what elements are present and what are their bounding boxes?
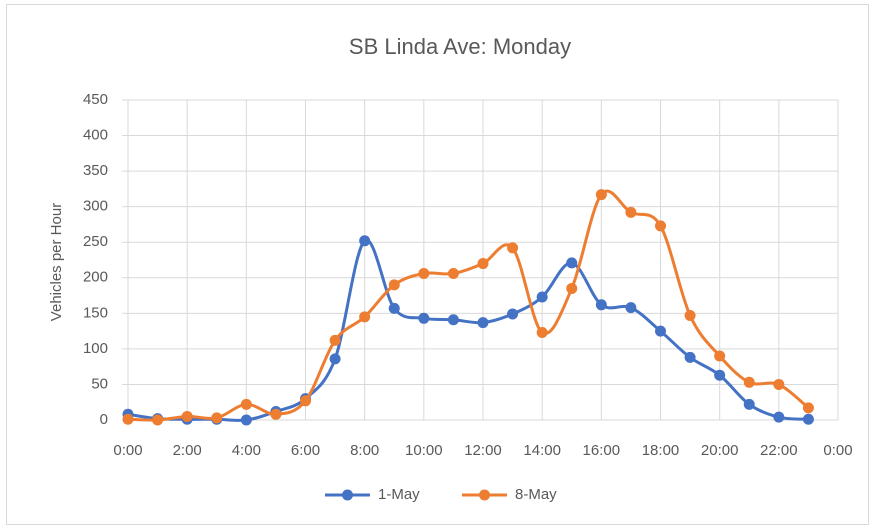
data-point <box>388 279 400 291</box>
y-tick-label: 400 <box>83 127 108 144</box>
data-point <box>152 414 164 426</box>
x-tick-label: 6:00 <box>291 442 320 459</box>
data-point <box>743 398 755 410</box>
data-point <box>181 410 193 422</box>
data-point <box>447 314 459 326</box>
y-tick-label: 150 <box>83 304 108 321</box>
data-point <box>655 325 666 337</box>
x-tick-label: 8:00 <box>350 442 379 459</box>
data-point <box>329 353 341 365</box>
y-tick-label: 50 <box>91 375 108 392</box>
data-point <box>743 376 755 388</box>
x-tick-label: 4:00 <box>232 442 261 459</box>
data-point <box>418 268 430 280</box>
legend-marker <box>342 489 353 501</box>
data-point <box>684 351 696 363</box>
y-axis-title: Vehicles per Hour <box>48 203 65 321</box>
x-tick-label: 0:00 <box>113 442 142 459</box>
data-point <box>359 235 371 247</box>
data-point <box>240 398 252 410</box>
x-tick-label: 18:00 <box>642 442 680 459</box>
x-tick-label: 0:00 <box>823 442 852 459</box>
data-point <box>595 189 607 201</box>
data-point <box>566 257 578 269</box>
data-point <box>359 311 371 323</box>
data-point <box>211 412 223 424</box>
data-point <box>802 413 814 425</box>
y-tick-label: 250 <box>83 233 108 250</box>
y-tick-label: 100 <box>83 340 108 357</box>
data-point <box>714 350 726 362</box>
x-tick-label: 14:00 <box>523 442 561 459</box>
data-point <box>270 408 282 420</box>
data-point <box>300 395 311 407</box>
data-point <box>447 268 459 280</box>
data-point <box>714 369 726 381</box>
data-point <box>388 302 400 314</box>
x-tick-label: 2:00 <box>173 442 202 459</box>
x-tick-label: 22:00 <box>760 442 798 459</box>
data-point <box>655 220 666 232</box>
data-point <box>625 302 637 314</box>
data-point <box>240 414 252 426</box>
data-point <box>566 282 578 294</box>
data-point <box>122 413 134 425</box>
data-point <box>773 378 785 390</box>
data-point <box>773 411 785 423</box>
x-tick-label: 20:00 <box>701 442 739 459</box>
data-point <box>329 334 341 346</box>
legend-marker <box>479 489 490 501</box>
y-tick-label: 450 <box>83 91 108 108</box>
y-tick-label: 0 <box>100 411 108 428</box>
x-tick-label: 10:00 <box>405 442 443 459</box>
data-point <box>507 308 519 320</box>
data-point <box>595 299 607 311</box>
y-tick-label: 350 <box>83 162 108 179</box>
data-point <box>477 258 489 270</box>
y-tick-label: 300 <box>83 198 108 215</box>
data-point <box>507 242 519 254</box>
data-point <box>418 312 430 324</box>
data-point <box>536 327 548 339</box>
data-point <box>684 309 696 321</box>
data-point <box>536 291 548 303</box>
data-point <box>802 402 814 414</box>
x-tick-label: 12:00 <box>464 442 502 459</box>
x-tick-label: 16:00 <box>583 442 621 459</box>
chart-title: SB Linda Ave: Monday <box>349 34 571 59</box>
data-point <box>477 317 489 329</box>
legend-label: 8-May <box>515 486 557 503</box>
y-tick-label: 200 <box>83 269 108 286</box>
legend-label: 1-May <box>378 486 420 503</box>
data-point <box>625 206 637 218</box>
chart-border <box>6 4 869 525</box>
